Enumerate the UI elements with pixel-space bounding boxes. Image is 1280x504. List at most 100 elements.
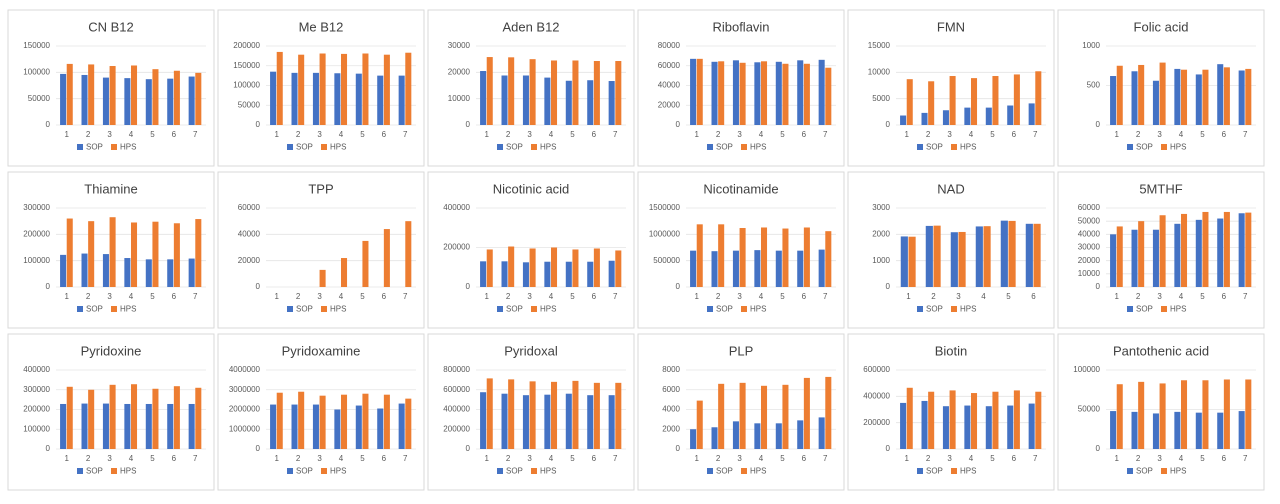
legend-label: SOP [506, 143, 523, 152]
chart-panel: FMN 0 5000 10000 15000 1 2 3 4 5 6 7 SOP HPS [847, 9, 1055, 167]
x-tick-label: 7 [823, 292, 828, 301]
bar [529, 248, 536, 287]
y-tick-label: 0 [256, 282, 261, 291]
bar [825, 231, 832, 287]
x-tick-label: 5 [150, 292, 155, 301]
chart-title: Folic acid [1134, 19, 1189, 34]
x-tick-label: 6 [592, 454, 597, 463]
y-tick-label: 10000 [868, 67, 891, 76]
chart-title: Nicotinic acid [493, 181, 570, 196]
legend-swatch [741, 468, 747, 474]
bar [615, 250, 622, 287]
bar [1238, 213, 1245, 287]
x-tick-label: 1 [64, 454, 69, 463]
y-tick-label: 1000 [1082, 41, 1100, 50]
bar [291, 72, 298, 125]
bar [908, 236, 916, 287]
chart-title: NAD [937, 181, 964, 196]
bar [1238, 411, 1245, 449]
x-tick-label: 4 [759, 130, 764, 139]
x-tick-label: 4 [981, 292, 986, 301]
bar [761, 385, 768, 449]
bar [383, 229, 390, 287]
bar [593, 248, 600, 287]
bar [355, 73, 362, 125]
bar [377, 75, 384, 125]
bar [1007, 105, 1014, 125]
bar [60, 254, 67, 287]
bar [1152, 413, 1159, 449]
bar [152, 69, 159, 125]
bar [732, 250, 739, 287]
bar [152, 388, 159, 449]
bar [66, 386, 73, 449]
chart-panel: PLP 0 2000 4000 6000 8000 1 2 3 4 5 6 7 SOP HPS [637, 333, 845, 491]
x-tick-label: 4 [759, 292, 764, 301]
x-tick-label: 4 [1179, 292, 1184, 301]
x-tick-label: 1 [694, 130, 699, 139]
bar [298, 54, 305, 125]
x-tick-label: 7 [1243, 454, 1248, 463]
x-tick-label: 6 [172, 130, 177, 139]
bar [696, 400, 703, 449]
x-tick-label: 5 [780, 292, 785, 301]
x-tick-label: 5 [1200, 454, 1205, 463]
bar [383, 54, 390, 125]
bar [405, 221, 412, 287]
y-tick-label: 60000 [1078, 203, 1101, 212]
y-tick-label: 0 [46, 282, 51, 291]
chart-panel: NAD 0 1000 2000 3000 1 2 3 4 5 6 SOP HPS [847, 171, 1055, 329]
y-tick-label: 10000 [448, 94, 471, 103]
bar [124, 258, 131, 287]
x-tick-label: 3 [107, 454, 112, 463]
legend-swatch [531, 144, 537, 150]
bar [696, 58, 703, 125]
bar [1116, 384, 1123, 449]
legend-swatch [111, 306, 117, 312]
legend-swatch [77, 468, 83, 474]
bar [145, 403, 152, 449]
bar [124, 403, 131, 449]
bar [1013, 74, 1020, 125]
legend-swatch [287, 306, 293, 312]
bar [818, 417, 825, 449]
x-tick-label: 4 [969, 130, 974, 139]
x-tick-label: 3 [107, 292, 112, 301]
bar [971, 78, 978, 125]
bar [355, 405, 362, 449]
bar [109, 66, 116, 125]
bar [739, 62, 746, 125]
y-tick-label: 0 [886, 444, 891, 453]
bar [985, 406, 992, 449]
bar [754, 250, 761, 287]
x-tick-label: 7 [823, 130, 828, 139]
y-tick-label: 0 [886, 120, 891, 129]
legend-label: SOP [926, 143, 943, 152]
bar [81, 403, 88, 449]
x-tick-label: 5 [360, 130, 365, 139]
y-tick-label: 80000 [658, 41, 681, 50]
x-tick-label: 6 [1222, 454, 1227, 463]
chart-panel: Me B12 0 50000 100000 150000 200000 1 2 3 4 5 6 7 SOP… [217, 9, 425, 167]
bar [522, 262, 529, 287]
x-tick-label: 4 [549, 292, 554, 301]
y-tick-label: 50000 [1078, 216, 1101, 225]
legend-swatch [741, 306, 747, 312]
x-tick-label: 1 [274, 454, 279, 463]
y-tick-label: 500000 [653, 256, 680, 265]
y-tick-label: 10000 [1078, 269, 1101, 278]
bar [906, 79, 913, 125]
y-tick-label: 60000 [238, 203, 261, 212]
bar [501, 261, 508, 287]
legend-label: HPS [750, 467, 766, 476]
bar [587, 80, 594, 125]
bar [1223, 379, 1230, 449]
legend-swatch [1161, 144, 1167, 150]
bar [1217, 412, 1224, 449]
bar [900, 115, 907, 125]
bar [1202, 211, 1209, 287]
legend-label: SOP [86, 143, 103, 152]
bar [152, 221, 159, 287]
bar [501, 393, 508, 449]
bar [270, 71, 277, 125]
